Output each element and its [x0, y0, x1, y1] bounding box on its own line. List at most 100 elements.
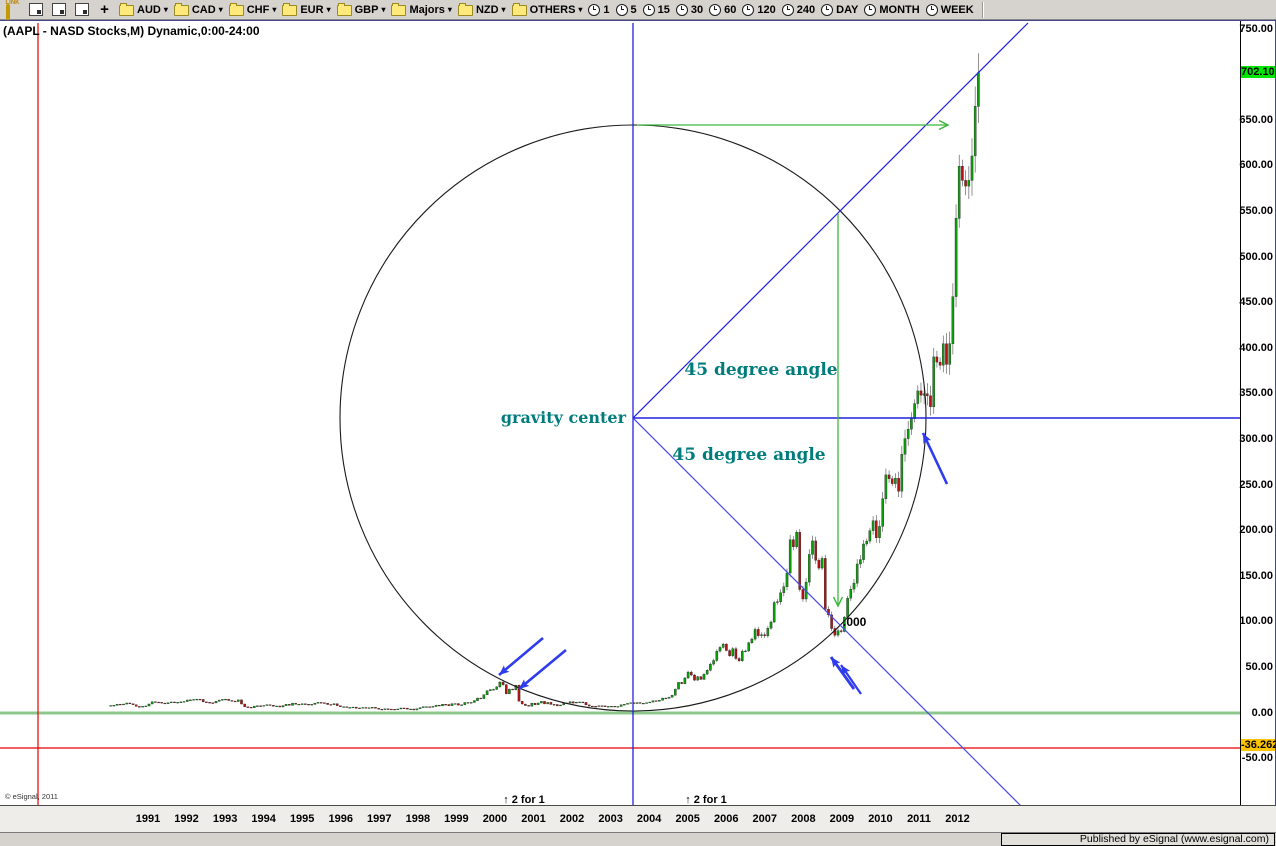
chart-properties-icon[interactable]	[73, 2, 90, 17]
year-label-2008: 2008	[791, 813, 816, 825]
year-label-2011: 2011	[907, 813, 931, 825]
year-label-2003: 2003	[598, 813, 623, 825]
dropdown-caret-icon: ▾	[272, 4, 277, 14]
interval-120[interactable]: 120	[742, 3, 776, 16]
year-label-1998: 1998	[405, 813, 431, 825]
clock-icon	[821, 3, 834, 16]
price-tick: 250.00	[1239, 478, 1273, 491]
main-toolbar: LINK + AUD ▾ CAD ▾ CHF ▾ EUR ▾ GBP ▾ Majors ▾ NZD ▾ OTHE…	[0, 0, 1276, 20]
year-label-1993: 1993	[212, 813, 238, 825]
symbol-folder-cad[interactable]: CAD ▾	[173, 3, 223, 16]
clock-icon	[588, 3, 601, 16]
blue-45-up-line[interactable]	[632, 22, 1029, 419]
price-tick: 200.00	[1239, 524, 1273, 537]
folder-icon	[511, 3, 527, 16]
dropdown-caret-icon: ▾	[381, 4, 386, 14]
year-label-1997: 1997	[367, 813, 392, 825]
dropdown-caret-icon: ▾	[326, 4, 331, 14]
blue-arrow-2000-peak-1[interactable]	[498, 637, 544, 676]
price-tick: 450.00	[1239, 296, 1273, 309]
interval-month[interactable]: MONTH	[864, 3, 920, 16]
blue-arrow-2009-low-2[interactable]	[840, 664, 862, 695]
interval-5[interactable]: 5	[615, 3, 637, 16]
chart-symbol-title: (AAPL - NASD Stocks,M) Dynamic,0:00-24:0…	[3, 24, 260, 38]
price-note-label[interactable]: .000	[843, 615, 867, 629]
dropdown-caret-icon: ▾	[447, 4, 452, 14]
dropdown-caret-icon: ▾	[163, 4, 168, 14]
split-label-2000: ↑ 2 for 1	[503, 794, 545, 806]
new-chart-icon[interactable]	[27, 2, 44, 17]
interval-60[interactable]: 60	[709, 3, 736, 16]
symbol-folder-gbp[interactable]: GBP ▾	[336, 3, 386, 16]
year-label-2012: 2012	[945, 813, 970, 825]
esignal-copyright: © eSignal, 2011	[5, 792, 58, 801]
interval-30[interactable]: 30	[675, 3, 703, 16]
interval-1[interactable]: 1	[588, 3, 610, 16]
blue-arrow-2000-peak-2[interactable]	[518, 648, 567, 691]
price-tick: 550.00	[1239, 204, 1273, 217]
price-tick: -50.00	[1241, 752, 1273, 765]
symbol-folder-chf[interactable]: CHF ▾	[228, 3, 277, 16]
price-tick: 350.00	[1239, 387, 1273, 400]
symbol-folder-others[interactable]: OTHERS ▾	[511, 3, 582, 16]
symbol-folder-nzd[interactable]: NZD ▾	[457, 3, 506, 16]
year-label-2005: 2005	[675, 813, 700, 825]
price-tick: 50.00	[1245, 660, 1273, 673]
published-by-label: Published by eSignal (www.esignal.com)	[1001, 833, 1275, 846]
year-label-2004: 2004	[636, 813, 662, 825]
price-axis-pane[interactable]: 750.00 650.00 600.00 550.00 500.00 450.00 400.…	[1239, 21, 1276, 805]
blue-arrow-2009-low-1[interactable]	[829, 656, 856, 690]
price-tick: 100.00	[1239, 615, 1273, 628]
candlestick-series	[109, 53, 980, 711]
link-icon[interactable]: LINK	[4, 0, 21, 20]
symbol-folder-aud[interactable]: AUD ▾	[119, 3, 168, 16]
folder-icon	[173, 3, 189, 16]
clock-icon	[642, 3, 655, 16]
price-tick: 650.00	[1239, 113, 1273, 126]
split-label-2005: ↑ 2 for 1	[685, 794, 727, 806]
clock-icon	[615, 3, 628, 16]
clock-icon	[864, 3, 877, 16]
year-label-2007: 2007	[752, 813, 778, 825]
time-axis[interactable]: 1991 1992 1993 1994 1995 1996 1997 1998 1999 2000…	[0, 805, 1276, 832]
gravity-center-label[interactable]: gravity center	[501, 408, 627, 427]
interval-15[interactable]: 15	[642, 3, 670, 16]
dropdown-caret-icon: ▾	[218, 4, 223, 14]
clock-icon	[925, 3, 938, 16]
year-label-2001: 2001	[521, 813, 546, 825]
price-tick: 400.00	[1239, 341, 1273, 354]
price-tick: 500.00	[1239, 250, 1273, 263]
blue-45-down-line[interactable]	[632, 417, 1022, 806]
year-label-1999: 1999	[444, 813, 469, 825]
price-tick: 0.00	[1251, 706, 1273, 719]
clock-icon	[709, 3, 722, 16]
add-symbol-icon[interactable]: +	[100, 0, 109, 18]
symbol-folder-eur[interactable]: EUR ▾	[282, 3, 331, 16]
year-label-2006: 2006	[714, 813, 739, 825]
year-label-1992: 1992	[174, 813, 199, 825]
price-tick: 300.00	[1239, 432, 1273, 445]
symbol-folder-majors[interactable]: Majors ▾	[391, 3, 452, 16]
angle-label-lower[interactable]: 45 degree angle	[672, 445, 825, 465]
price-tick: 150.00	[1239, 569, 1273, 582]
clock-icon	[742, 3, 755, 16]
year-label-2009: 2009	[829, 813, 855, 825]
duplicate-chart-icon[interactable]	[50, 2, 67, 17]
interval-240[interactable]: 240	[781, 3, 815, 16]
angle-label-upper[interactable]: 45 degree angle	[684, 360, 837, 380]
chain-glyph	[5, 4, 10, 20]
year-label-2010: 2010	[868, 813, 893, 825]
folder-icon	[119, 3, 134, 16]
folder-icon	[457, 3, 473, 16]
alert-price-tag: -36.262	[1241, 739, 1276, 752]
chart-window: (AAPL - NASD Stocks,M) Dynamic,0:00-24:0…	[0, 20, 1276, 806]
toolbar-separator	[981, 1, 984, 18]
year-label-2000: 2000	[482, 813, 508, 825]
folder-icon	[336, 3, 352, 16]
interval-day[interactable]: DAY	[821, 3, 858, 16]
blue-arrow-2011-touch[interactable]	[921, 432, 949, 485]
year-label-1991: 1991	[135, 813, 161, 825]
interval-week[interactable]: WEEK	[925, 3, 974, 16]
price-tick: 600.00	[1239, 159, 1273, 172]
folder-icon	[228, 3, 244, 16]
